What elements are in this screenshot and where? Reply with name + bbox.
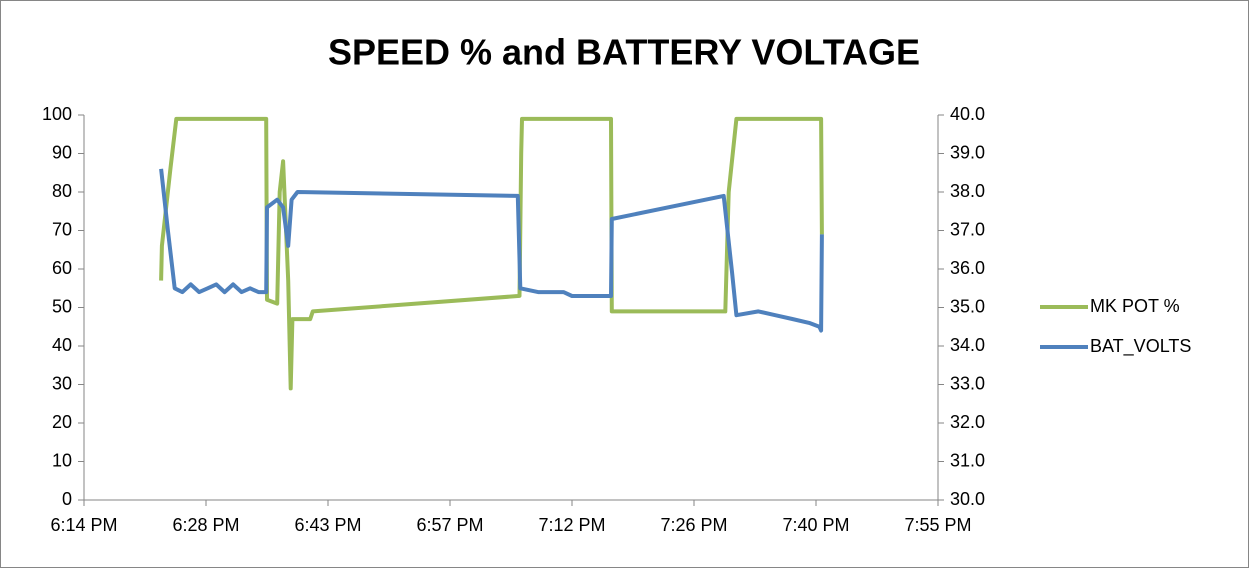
x-tick-label: 7:12 PM — [538, 515, 605, 535]
y2-tick-label: 40.0 — [950, 104, 985, 124]
y2-tick-label: 36.0 — [950, 258, 985, 278]
y2-tick-label: 33.0 — [950, 373, 985, 393]
x-tick-label: 7:26 PM — [660, 515, 727, 535]
y2-tick-label: 31.0 — [950, 450, 985, 470]
y2-tick-label: 34.0 — [950, 335, 985, 355]
y-tick-label: 90 — [52, 142, 72, 162]
y-tick-label: 20 — [52, 412, 72, 432]
legend-label: MK POT % — [1090, 296, 1180, 316]
y2-tick-label: 37.0 — [950, 219, 985, 239]
y-tick-label: 60 — [52, 258, 72, 278]
legend-label: BAT_VOLTS — [1090, 336, 1191, 357]
y2-tick-label: 32.0 — [950, 412, 985, 432]
x-tick-label: 7:55 PM — [904, 515, 971, 535]
y-tick-label: 40 — [52, 335, 72, 355]
y-tick-label: 50 — [52, 296, 72, 316]
series-line — [159, 168, 824, 333]
x-tick-label: 7:40 PM — [782, 515, 849, 535]
y2-tick-label: 35.0 — [950, 296, 985, 316]
y-tick-label: 80 — [52, 181, 72, 201]
y-tick-label: 30 — [52, 373, 72, 393]
y-tick-label: 70 — [52, 219, 72, 239]
y-tick-label: 100 — [42, 104, 72, 124]
x-tick-label: 6:43 PM — [294, 515, 361, 535]
chart-title: SPEED % and BATTERY VOLTAGE — [328, 32, 920, 73]
y-tick-label: 0 — [62, 489, 72, 509]
y2-tick-label: 38.0 — [950, 181, 985, 201]
series-line — [159, 116, 824, 391]
y2-tick-label: 39.0 — [950, 142, 985, 162]
x-tick-label: 6:57 PM — [416, 515, 483, 535]
y2-tick-label: 30.0 — [950, 489, 985, 509]
x-tick-label: 6:28 PM — [172, 515, 239, 535]
x-tick-label: 6:14 PM — [50, 515, 117, 535]
y-tick-label: 10 — [52, 450, 72, 470]
